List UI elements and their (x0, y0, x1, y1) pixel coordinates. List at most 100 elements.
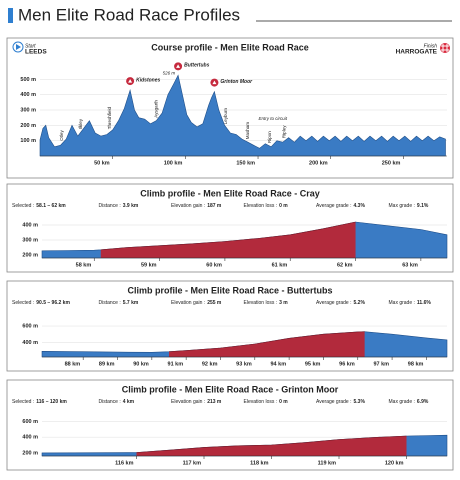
y-tick-label: 400 m (20, 92, 36, 98)
place-label: Threshfield (107, 106, 112, 129)
info-value: 3.9 km (123, 203, 139, 209)
info-item: Average grade :5.3% (316, 399, 365, 405)
x-tick-label: 92 km (202, 361, 218, 367)
x-tick-label: 60 km (206, 262, 222, 268)
annotation: Entry to circuit (258, 116, 287, 121)
x-tick-label: 63 km (402, 262, 418, 268)
x-tick-label: 95 km (305, 361, 321, 367)
info-value: 0 m (279, 399, 288, 405)
title-marker (8, 8, 13, 23)
place-label: Ripley (281, 125, 286, 138)
info-label: Distance : (99, 300, 121, 306)
selected-area (100, 221, 356, 258)
info-item: Max grade :6.9% (389, 399, 429, 405)
info-item: Max grade :9.1% (389, 203, 429, 209)
x-tick-label: 90 km (133, 361, 149, 367)
x-tick-label: 200 km (309, 160, 328, 166)
x-tick-label: 88 km (65, 361, 81, 367)
y-tick-label: 300 m (22, 237, 38, 243)
selected-area (136, 435, 407, 456)
info-value: 5.7 km (123, 300, 139, 306)
info-value: 58.1 – 62 km (36, 203, 66, 209)
place-label: Otley (59, 129, 64, 140)
finish-label: Finish (424, 43, 438, 49)
info-label: Distance : (99, 399, 121, 405)
info-value: 255 m (207, 300, 222, 306)
y-tick-label: 200 m (22, 450, 38, 456)
info-label: Distance : (99, 203, 121, 209)
chart-frame (6, 37, 454, 179)
info-item: Elevation loss :3 m (244, 300, 289, 306)
x-tick-label: 116 km (115, 460, 133, 466)
x-tick-label: 91 km (168, 361, 184, 367)
place-label: Ilkley (78, 118, 83, 129)
info-label: Elevation loss : (244, 300, 278, 306)
info-label: Average grade : (316, 203, 352, 209)
x-tick-label: 50 km (94, 160, 110, 166)
chart-title: Climb profile - Men Elite Road Race - Cr… (140, 188, 320, 198)
place-label: Ripon (267, 131, 272, 143)
y-tick-label: 600 m (22, 323, 38, 329)
climb-icon (212, 80, 217, 85)
x-tick-label: 100 km (164, 160, 183, 166)
y-tick-label: 600 m (22, 419, 38, 425)
start-place: LEEDS (25, 49, 47, 56)
info-item: Elevation loss :0 m (244, 399, 289, 405)
info-value: 3 m (279, 300, 288, 306)
page-title: Men Elite Road Race Profiles (18, 5, 240, 24)
info-value: 90.5 – 96.2 km (36, 300, 70, 306)
info-label: Elevation loss : (244, 203, 278, 209)
start-arrow (16, 44, 21, 50)
info-item: Average grade :4.3% (316, 203, 365, 209)
elevation-area (39, 74, 446, 157)
info-label: Selected : (12, 399, 34, 405)
info-label: Selected : (12, 300, 34, 306)
info-item: Distance :3.9 km (99, 203, 139, 209)
chart-title: Climb profile - Men Elite Road Race - Bu… (127, 285, 332, 295)
info-value: 116 – 120 km (36, 399, 67, 405)
info-label: Average grade : (316, 300, 352, 306)
info-item: Elevation gain :187 m (171, 203, 222, 209)
start-label: Start (25, 43, 36, 49)
y-tick-label: 400 m (22, 340, 38, 346)
info-item: Average grade :5.2% (316, 300, 365, 306)
chart-title: Climb profile - Men Elite Road Race - Gr… (122, 384, 339, 394)
info-value: 4.3% (354, 203, 366, 209)
climb-label: Grinton Moor (220, 79, 253, 85)
info-item: Selected :116 – 120 km (12, 399, 67, 405)
finish-check (441, 44, 449, 52)
info-item: Elevation loss :0 m (244, 203, 289, 209)
info-value: 213 m (207, 399, 222, 405)
x-tick-label: 250 km (382, 160, 401, 166)
place-label: Aysgarth (153, 100, 158, 118)
x-tick-label: 97 km (373, 361, 389, 367)
info-value: 5.3% (354, 399, 366, 405)
info-value: 0 m (279, 203, 288, 209)
selected-area (168, 331, 365, 357)
info-item: Max grade :11.6% (389, 300, 432, 306)
info-item: Elevation gain :213 m (171, 399, 222, 405)
x-tick-label: 120 km (385, 460, 404, 466)
y-tick-label: 200 m (22, 252, 38, 258)
x-tick-label: 118 km (250, 460, 268, 466)
y-tick-label: 100 m (20, 138, 36, 144)
x-tick-label: 58 km (76, 262, 92, 268)
x-tick-label: 96 km (339, 361, 355, 367)
chart-title: Course profile - Men Elite Road Race (151, 42, 309, 52)
y-tick-label: 400 m (22, 435, 38, 441)
info-label: Elevation gain : (171, 203, 205, 209)
info-item: Elevation gain :255 m (171, 300, 222, 306)
y-tick-label: 500 m (20, 77, 36, 83)
info-label: Max grade : (389, 203, 415, 209)
x-tick-label: 61 km (272, 262, 288, 268)
info-value: 187 m (207, 203, 222, 209)
x-tick-label: 59 km (141, 262, 157, 268)
info-label: Average grade : (316, 399, 352, 405)
info-label: Elevation gain : (171, 300, 205, 306)
finish-place: HARROGATE (396, 49, 438, 56)
info-item: Distance :4 km (99, 399, 135, 405)
info-label: Elevation gain : (171, 399, 205, 405)
info-label: Max grade : (389, 300, 415, 306)
climb-label: Kidstones (136, 77, 160, 83)
